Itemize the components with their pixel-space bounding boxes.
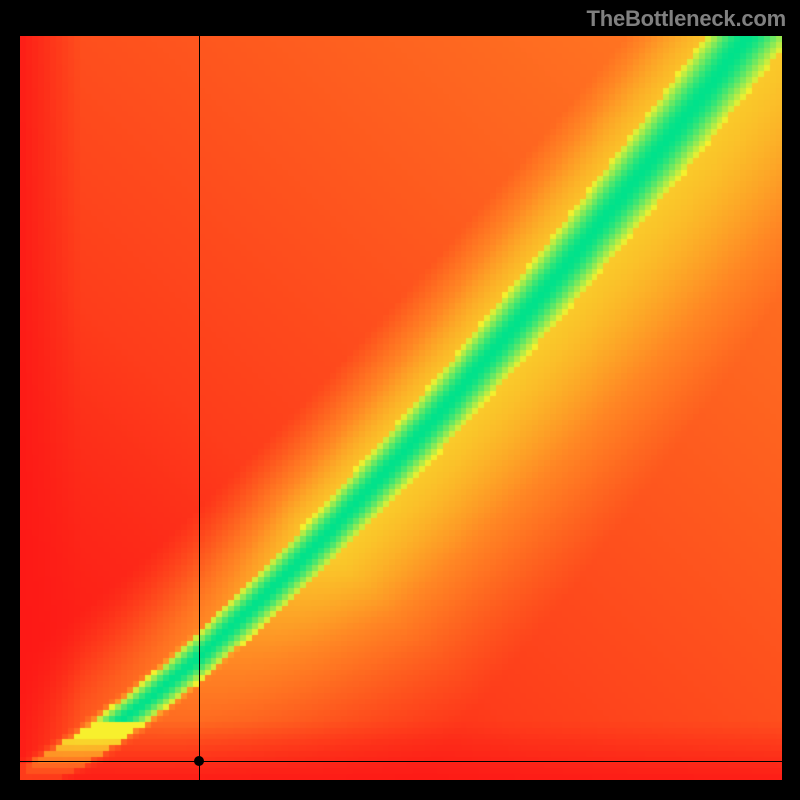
plot-area	[20, 36, 782, 780]
crosshair-horizontal	[20, 761, 782, 762]
heatmap-canvas	[20, 36, 782, 780]
chart-container: TheBottleneck.com	[0, 0, 800, 800]
watermark-text: TheBottleneck.com	[586, 6, 786, 32]
crosshair-vertical	[199, 36, 200, 780]
